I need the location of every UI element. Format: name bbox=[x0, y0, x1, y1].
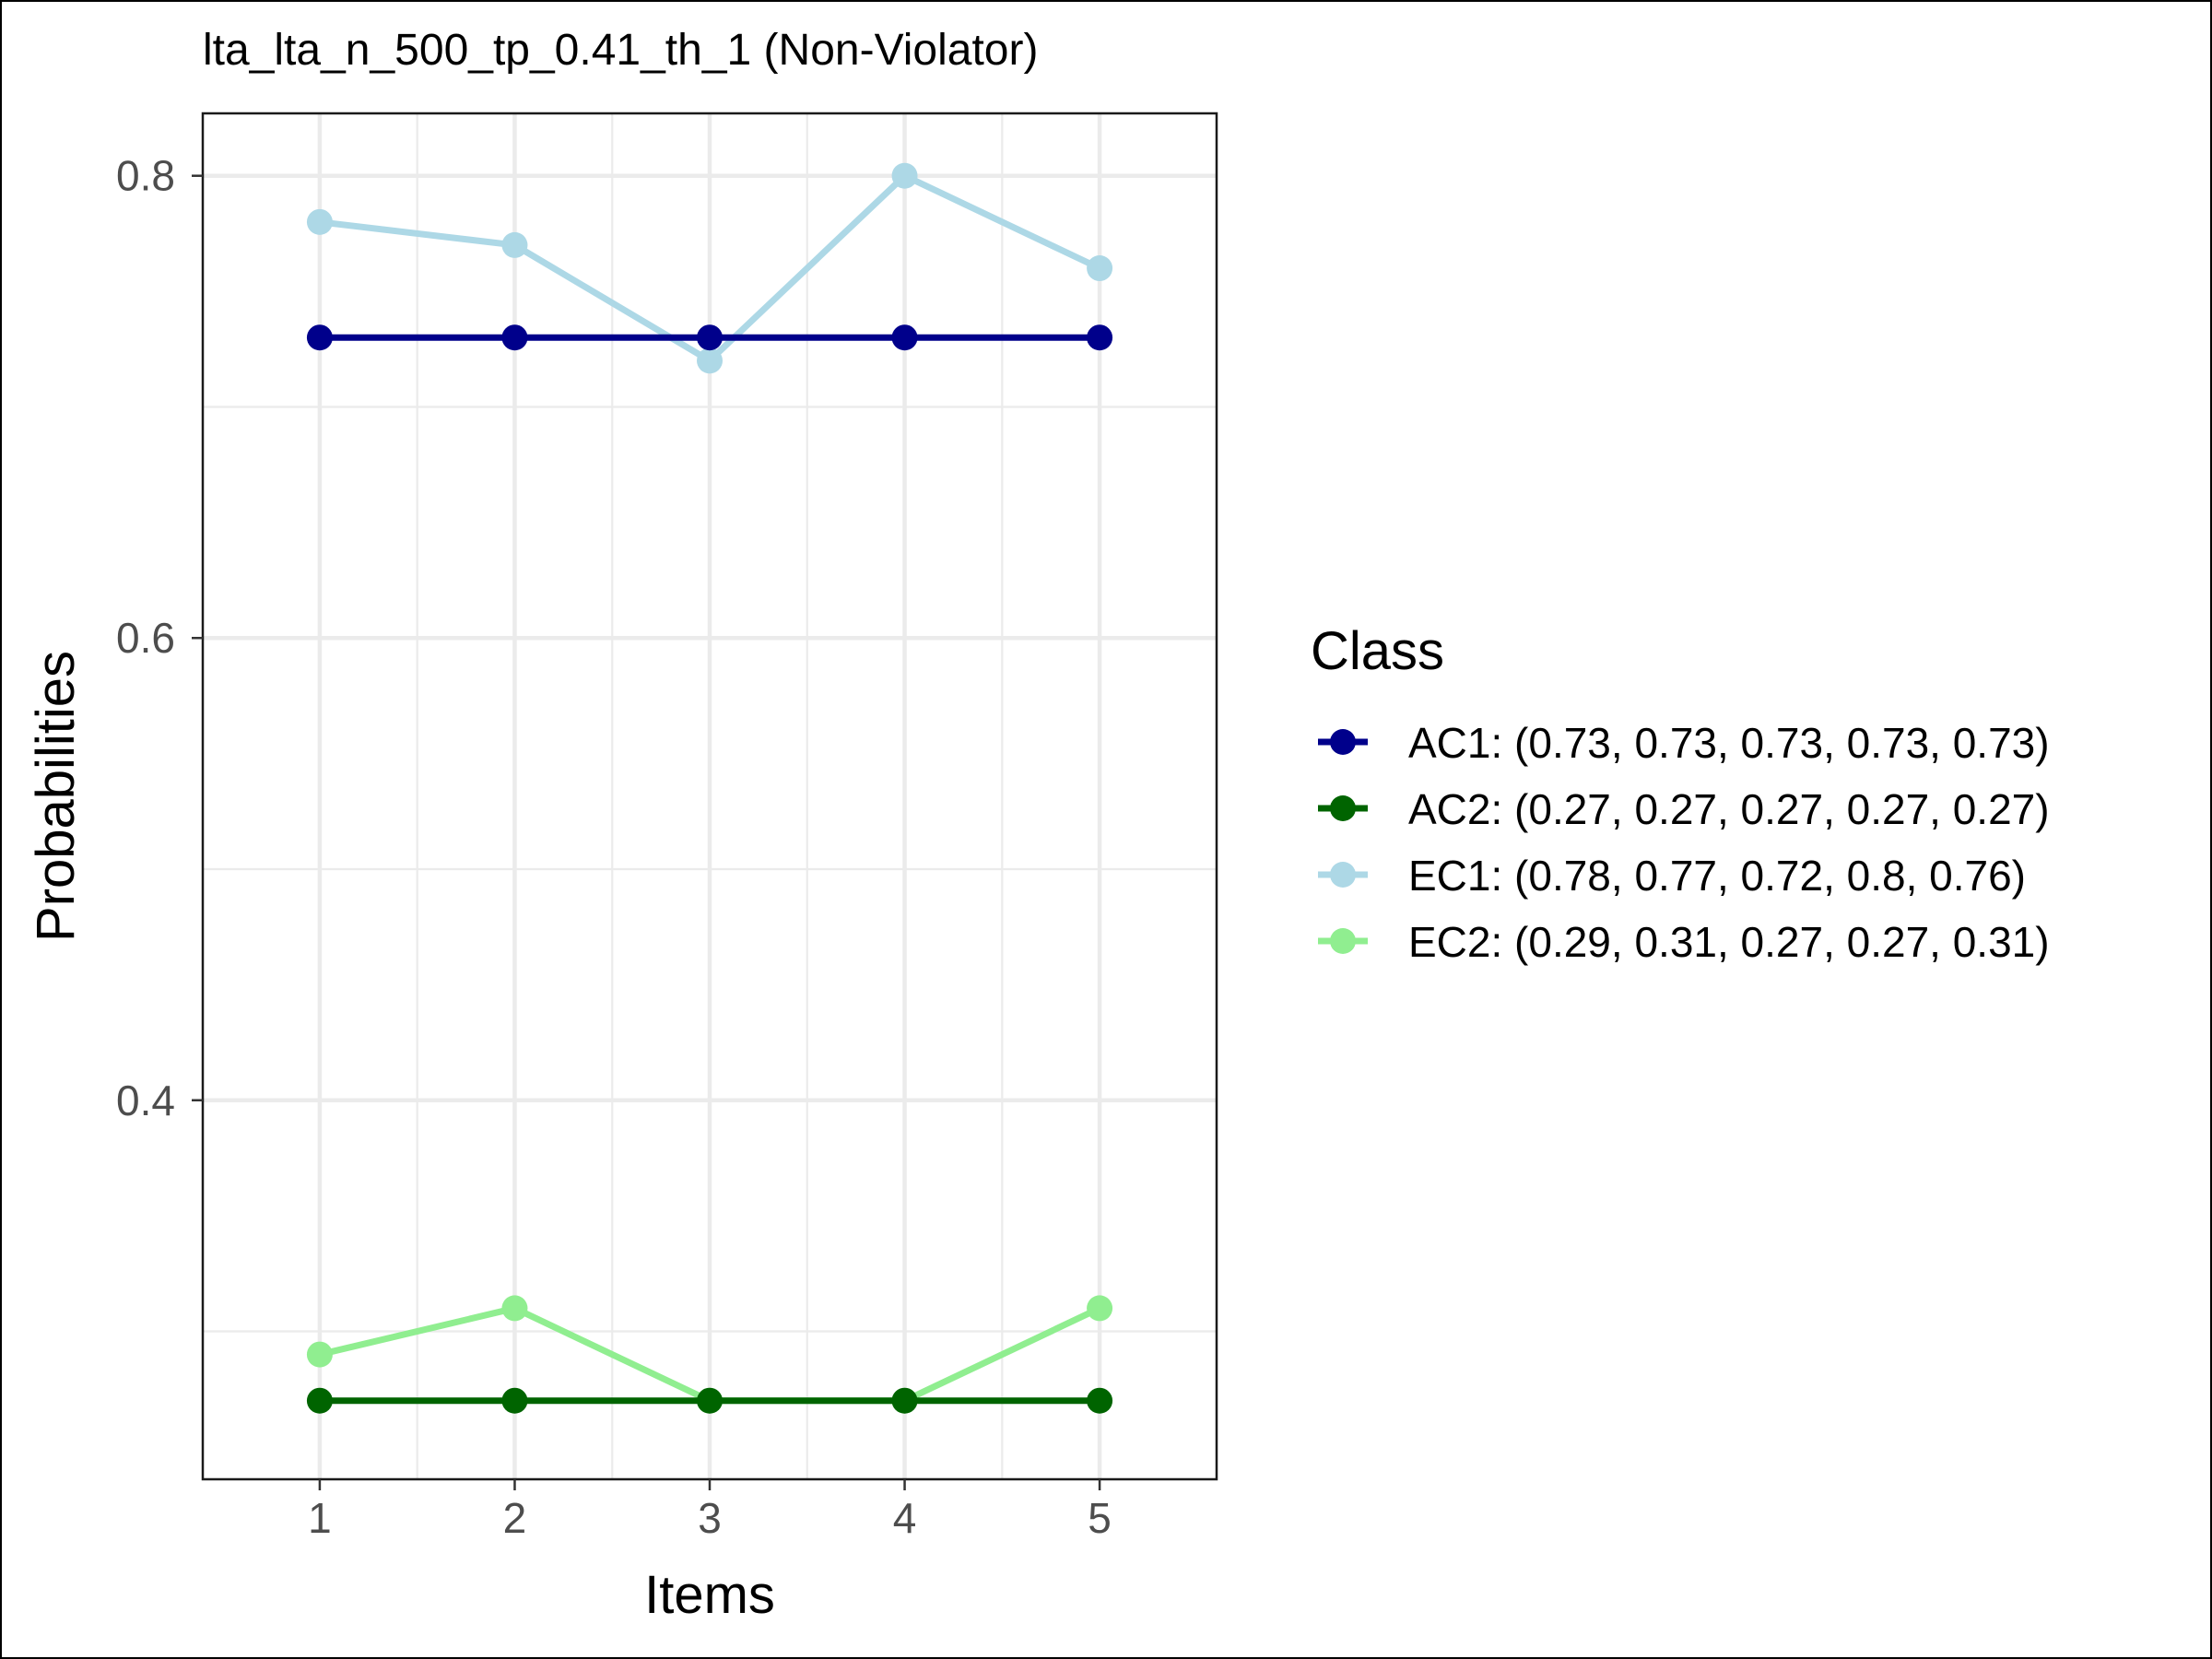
data-point-ec1 bbox=[891, 162, 918, 189]
legend-item-ac1: AC1: (0.73, 0.73, 0.73, 0.73, 0.73) bbox=[1318, 719, 2050, 767]
data-point-ac1 bbox=[891, 324, 918, 351]
data-point-ac2 bbox=[891, 1387, 918, 1414]
series-ec1 bbox=[306, 162, 1113, 374]
x-tick-label: 4 bbox=[893, 1494, 917, 1542]
legend-key-point-ac2 bbox=[1330, 795, 1356, 821]
series-ac2 bbox=[306, 1387, 1113, 1414]
data-point-ac1 bbox=[501, 324, 528, 351]
y-tick-label: 0.4 bbox=[116, 1077, 175, 1124]
y-axis-ticks: 0.4 0.6 0.8 bbox=[116, 152, 203, 1124]
legend-item-ec1: EC1: (0.78, 0.77, 0.72, 0.8, 0.76) bbox=[1318, 852, 2026, 900]
legend-key-point-ac1 bbox=[1330, 729, 1356, 755]
data-point-ec2 bbox=[306, 1341, 333, 1368]
x-tick-label: 1 bbox=[308, 1494, 332, 1542]
data-point-ac1 bbox=[306, 324, 333, 351]
legend: Class AC1: (0.73, 0.73, 0.73, 0.73, 0.73… bbox=[1311, 621, 2050, 966]
legend-label-ac2: AC2: (0.27, 0.27, 0.27, 0.27, 0.27) bbox=[1408, 785, 2050, 833]
data-point-ec1 bbox=[306, 208, 333, 235]
legend-label-ac1: AC1: (0.73, 0.73, 0.73, 0.73, 0.73) bbox=[1408, 719, 2050, 767]
y-tick-label: 0.8 bbox=[116, 152, 175, 200]
x-tick-label: 3 bbox=[698, 1494, 722, 1542]
data-point-ac1 bbox=[697, 324, 723, 351]
y-tick-label: 0.6 bbox=[116, 614, 175, 662]
x-axis-ticks: 1 2 3 4 5 bbox=[308, 1479, 1112, 1542]
data-point-ac2 bbox=[697, 1387, 723, 1414]
legend-key-point-ec2 bbox=[1330, 928, 1356, 954]
x-tick-label: 2 bbox=[503, 1494, 527, 1542]
data-point-ec2 bbox=[501, 1295, 528, 1322]
data-point-ac2 bbox=[1087, 1387, 1113, 1414]
data-point-ac1 bbox=[1087, 324, 1113, 351]
data-point-ec1 bbox=[1087, 255, 1113, 282]
series-layer bbox=[306, 162, 1113, 1414]
x-axis-title: Items bbox=[644, 1565, 775, 1625]
data-point-ec2 bbox=[1087, 1295, 1113, 1322]
x-tick-label: 5 bbox=[1088, 1494, 1112, 1542]
series-ac1 bbox=[306, 324, 1113, 351]
legend-item-ac2: AC2: (0.27, 0.27, 0.27, 0.27, 0.27) bbox=[1318, 785, 2050, 833]
legend-label-ec1: EC1: (0.78, 0.77, 0.72, 0.8, 0.76) bbox=[1408, 852, 2026, 900]
data-point-ec1 bbox=[697, 347, 723, 374]
data-point-ec1 bbox=[501, 231, 528, 258]
data-point-ac2 bbox=[306, 1387, 333, 1414]
chart-title: lta_lta_n_500_tp_0.41_th_1 (Non-Violator… bbox=[203, 26, 1038, 75]
legend-key-point-ec1 bbox=[1330, 862, 1356, 888]
legend-title: Class bbox=[1311, 621, 1444, 681]
legend-label-ec2: EC2: (0.29, 0.31, 0.27, 0.27, 0.31) bbox=[1408, 918, 2050, 966]
data-point-ac2 bbox=[501, 1387, 528, 1414]
legend-items: AC1: (0.73, 0.73, 0.73, 0.73, 0.73) AC2: … bbox=[1318, 719, 2050, 966]
y-axis-title: Probabilities bbox=[26, 651, 86, 942]
legend-item-ec2: EC2: (0.29, 0.31, 0.27, 0.27, 0.31) bbox=[1318, 918, 2050, 966]
